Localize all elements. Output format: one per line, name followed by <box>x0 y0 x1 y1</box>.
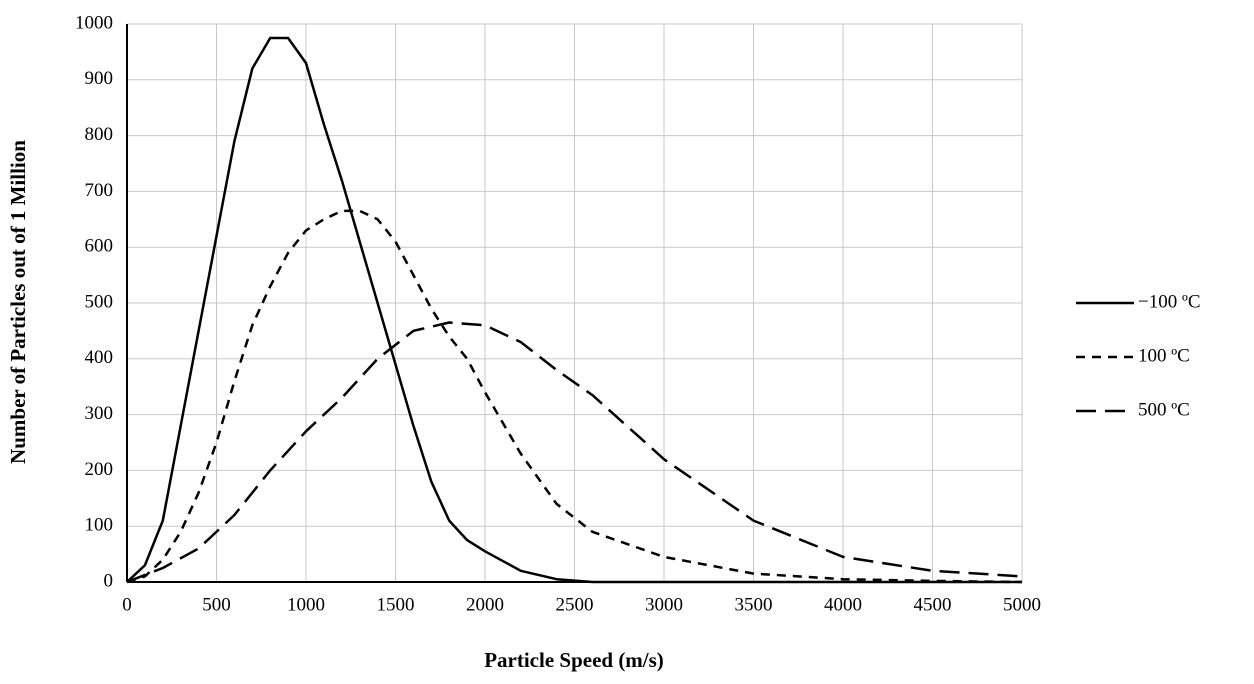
y-tick-label: 600 <box>85 236 114 257</box>
x-tick-label: 2500 <box>556 594 594 615</box>
y-tick-label: 900 <box>85 68 114 89</box>
series-line <box>126 321 1023 584</box>
series-line <box>126 36 1022 584</box>
legend-label: −100 ºC <box>1138 291 1201 312</box>
y-tick-label: 200 <box>85 459 114 480</box>
y-axis-label: Number of Particles out of 1 Million <box>6 140 30 464</box>
x-tick-label: 3000 <box>645 594 683 615</box>
x-tick-label: 4000 <box>824 594 862 615</box>
series-line <box>126 209 1023 584</box>
x-axis-label: Particle Speed (m/s) <box>484 648 664 672</box>
x-tick-label: 1000 <box>287 594 325 615</box>
x-tick-label: 3500 <box>735 594 773 615</box>
y-tick-label: 400 <box>85 347 114 368</box>
y-tick-label: 700 <box>85 180 114 201</box>
y-tick-label: 500 <box>85 291 114 312</box>
y-tick-label: 300 <box>85 403 114 424</box>
x-tick-label: 5000 <box>1003 594 1041 615</box>
x-tick-label: 2000 <box>466 594 504 615</box>
legend-label: 500 ºC <box>1138 399 1190 420</box>
x-tick-label: 1500 <box>377 594 415 615</box>
x-tick-label: 0 <box>122 594 132 615</box>
y-tick-label: 1000 <box>75 12 113 33</box>
x-tick-label: 4500 <box>914 594 952 615</box>
x-tick-label: 500 <box>202 594 231 615</box>
y-tick-label: 800 <box>85 124 114 145</box>
legend-label: 100 ºC <box>1138 345 1190 366</box>
y-tick-label: 100 <box>85 515 114 536</box>
y-tick-label: 0 <box>104 570 114 591</box>
